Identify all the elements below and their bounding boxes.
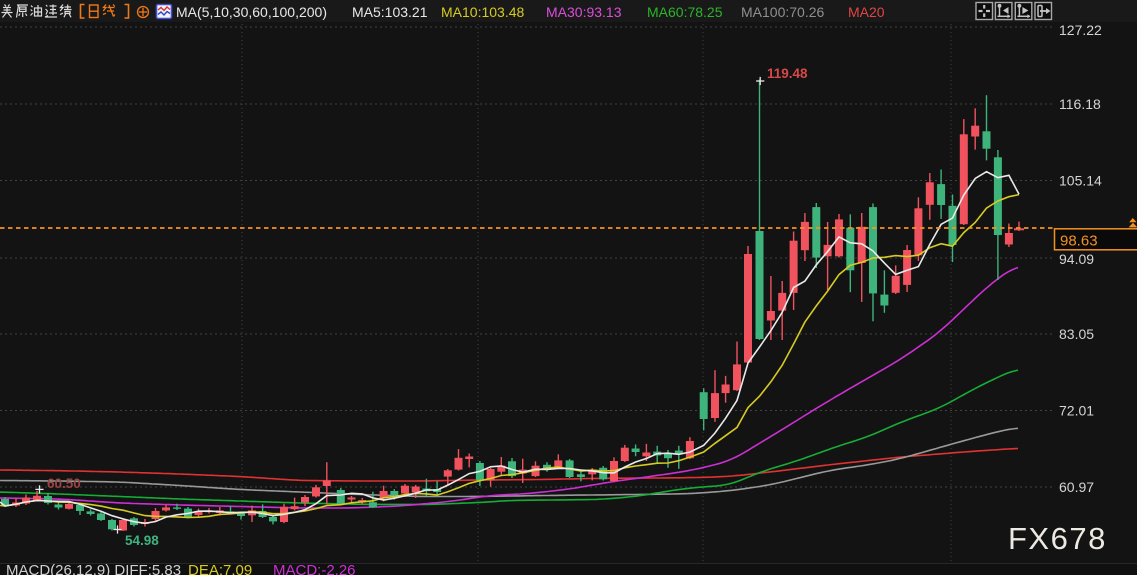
svg-text:105.14: 105.14 xyxy=(1059,173,1102,189)
svg-text:119.48: 119.48 xyxy=(767,66,808,81)
svg-text:116.18: 116.18 xyxy=(1059,96,1101,112)
svg-text:127.22: 127.22 xyxy=(1059,22,1102,38)
svg-text:60.50: 60.50 xyxy=(47,476,81,491)
svg-text:54.98: 54.98 xyxy=(125,533,159,548)
svg-text:83.05: 83.05 xyxy=(1059,326,1094,342)
svg-text:MA20: MA20 xyxy=(848,4,885,20)
svg-text:MA5:103.21: MA5:103.21 xyxy=(352,4,428,20)
svg-text:94.09: 94.09 xyxy=(1059,251,1094,267)
svg-text:MA30:93.13: MA30:93.13 xyxy=(546,4,622,20)
svg-text:MA(5,10,30,60,100,200): MA(5,10,30,60,100,200) xyxy=(176,4,327,20)
svg-text:60.97: 60.97 xyxy=(1059,479,1094,495)
svg-text:98.63: 98.63 xyxy=(1060,233,1098,250)
svg-text:MA10:103.48: MA10:103.48 xyxy=(441,4,524,20)
svg-text:72.01: 72.01 xyxy=(1059,403,1094,419)
svg-text:MA100:70.26: MA100:70.26 xyxy=(741,4,824,20)
svg-text:MA60:78.25: MA60:78.25 xyxy=(647,4,723,20)
svg-text:FX678: FX678 xyxy=(1008,521,1107,556)
